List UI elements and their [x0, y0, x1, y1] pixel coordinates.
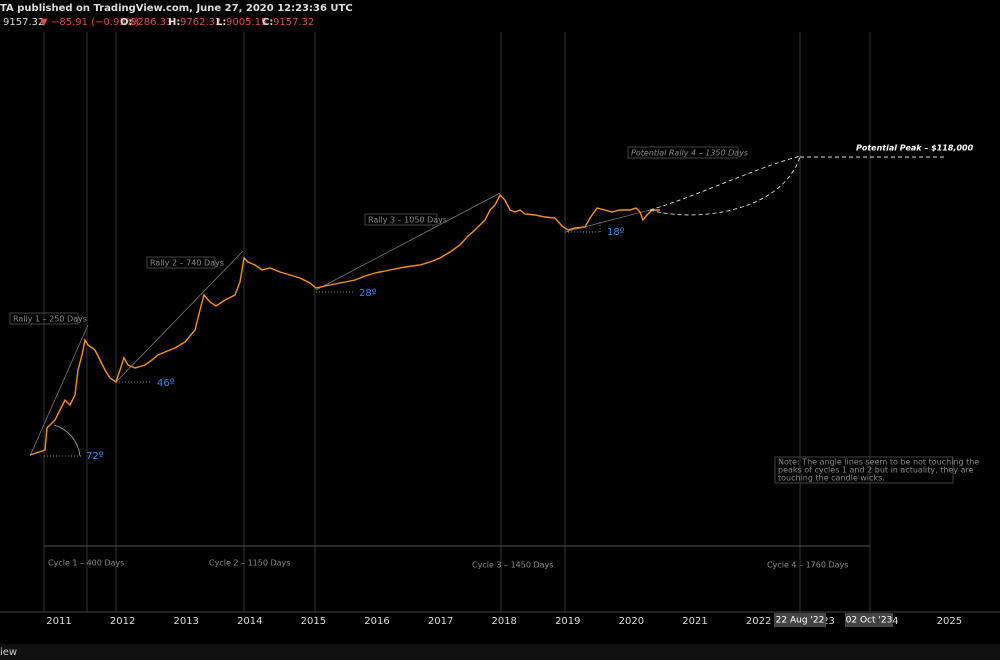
ohlc-label: L: — [216, 17, 226, 28]
labels: Rally 1 – 250 Days Rally 2 – 740 Days Ra… — [9, 144, 979, 570]
cycle-label: Cycle 1 – 400 Days — [48, 559, 124, 568]
year-label: 2025 — [937, 616, 962, 627]
projection — [649, 155, 945, 216]
year-label: 2017 — [428, 616, 453, 627]
year-label: 2013 — [173, 616, 198, 627]
year-label: 2014 — [237, 616, 262, 627]
angle: 28º — [359, 288, 377, 299]
angle-lines — [29, 192, 651, 457]
peak-label: Potential Peak – $118,000 — [856, 144, 974, 153]
year-label: 2021 — [682, 616, 707, 627]
header: TA published on TradingView.com, June 27… — [0, 3, 353, 28]
year-label: 2019 — [555, 616, 580, 627]
price-line — [29, 193, 660, 456]
year-label: 2020 — [619, 616, 644, 627]
note-line: peaks of cycles 1 and 2 but in actuality… — [778, 466, 974, 475]
ohlc-value: 9005.15 — [226, 17, 267, 28]
year-label: 2022 — [746, 616, 771, 627]
ohlc-value: 9157.32 — [273, 17, 314, 28]
note-line: Note: The angle lines seem to be not tou… — [778, 458, 979, 467]
rally-label: Potential Rally 4 – 1350 Days — [631, 149, 748, 158]
angle: 46º — [157, 378, 175, 389]
ohlc-value: 9762.32 — [180, 17, 221, 28]
date-badge: 02 Oct '23 — [846, 616, 893, 626]
badges: 22 Aug '22 02 Oct '23 — [774, 613, 893, 627]
publisher: TA published on TradingView.com, June 27… — [0, 3, 353, 14]
cycle-label: Cycle 3 – 1450 Days — [472, 561, 553, 570]
year-label: 2012 — [110, 616, 135, 627]
change: −85.91 (−0.93%) — [51, 17, 139, 28]
ohlc-value: 9286.33 — [131, 17, 172, 28]
price: 9157.32 — [3, 17, 44, 28]
cycle-label: Cycle 4 – 1760 Days — [767, 561, 848, 570]
ohlc-label: H: — [168, 17, 180, 28]
year-label: 2011 — [46, 616, 71, 627]
cycle-label: Cycle 2 – 1150 Days — [209, 559, 290, 568]
date-badge: 22 Aug '22 — [776, 616, 825, 626]
angle: 72º — [86, 451, 104, 462]
year-label: 2018 — [491, 616, 516, 627]
rally-label: Rally 3 – 1050 Days — [368, 216, 447, 225]
direction: ▼ — [40, 17, 48, 28]
ohlc-label: O: — [120, 17, 133, 28]
angle: 18º — [607, 227, 625, 238]
ohlc-label: C: — [262, 17, 273, 28]
footer — [0, 644, 1000, 660]
rally-label: Rally 1 – 250 Days — [13, 315, 87, 324]
footer-tab[interactable]: iew — [0, 647, 17, 658]
note-line: touching the candle wicks. — [778, 474, 885, 483]
year-label: 2015 — [301, 616, 326, 627]
cycle-lines — [43, 32, 871, 612]
rally-label: Rally 2 – 740 Days — [150, 259, 224, 268]
year-label: 2016 — [364, 616, 389, 627]
